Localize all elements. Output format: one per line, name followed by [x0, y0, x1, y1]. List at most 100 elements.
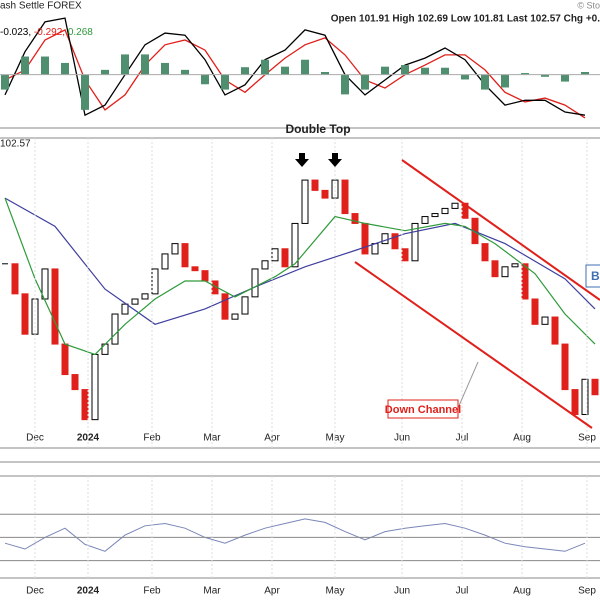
histogram-bar	[321, 72, 329, 75]
legend-entry: 0.268	[68, 27, 93, 38]
candle	[581, 378, 589, 415]
histogram-bar	[61, 62, 69, 75]
histogram-bar	[581, 72, 589, 75]
candle	[501, 266, 509, 278]
candle	[551, 316, 559, 345]
x-tick-label: Jul	[456, 586, 469, 597]
symbol: ash Settle FOREX	[0, 1, 82, 12]
candle	[411, 222, 419, 262]
histogram-bar	[501, 74, 509, 88]
callout-box	[585, 264, 600, 288]
histogram-bar	[41, 56, 49, 75]
candle	[151, 268, 159, 295]
candle	[511, 263, 519, 268]
channel-line	[401, 159, 600, 301]
histogram-bar	[201, 74, 209, 85]
quote: Open 101.91 High 102.69 Low 101.81 Last …	[331, 14, 600, 25]
candle	[301, 179, 309, 224]
histogram-bar	[181, 69, 189, 75]
histogram-bar	[141, 54, 149, 75]
callout-line	[457, 361, 479, 409]
candle	[541, 316, 549, 325]
x-tick-label: Aug	[513, 586, 531, 597]
candle	[201, 270, 209, 282]
candle	[431, 213, 439, 218]
candle	[251, 268, 259, 298]
histogram-bar	[381, 66, 389, 75]
candle	[231, 313, 239, 320]
candle	[31, 298, 39, 335]
annotation: Double Top	[285, 122, 350, 136]
annotation: B	[591, 269, 600, 283]
legend-entry: -0.023,	[0, 27, 31, 38]
channel-line	[354, 261, 593, 429]
histogram-bar	[561, 74, 569, 82]
callout-box	[387, 399, 459, 419]
candle	[161, 253, 169, 270]
x-tick-label: Feb	[143, 586, 161, 597]
x-tick-label: Apr	[264, 586, 280, 597]
candle	[171, 243, 179, 255]
histogram-bar	[81, 74, 89, 110]
histogram-bar	[221, 74, 229, 90]
histogram-bar	[281, 66, 289, 75]
histogram-bar	[101, 69, 109, 75]
candle	[311, 179, 319, 191]
candle	[241, 296, 249, 315]
candle	[11, 263, 19, 295]
candle	[341, 179, 349, 215]
candle	[111, 313, 119, 345]
histogram-bar	[521, 73, 529, 75]
candle	[71, 374, 79, 391]
arrow	[295, 153, 309, 167]
histogram-bar	[461, 74, 469, 80]
candle	[261, 260, 269, 270]
histogram-bar	[341, 74, 349, 95]
x-tick-label: May	[326, 586, 345, 597]
histogram-bar	[241, 67, 249, 75]
candle	[121, 303, 129, 315]
candle	[21, 293, 29, 335]
candle	[371, 243, 379, 255]
moving-average	[4, 197, 596, 325]
candle	[381, 233, 389, 245]
watermark: © Sto	[577, 0, 600, 10]
x-tick-label: Jun	[394, 586, 410, 597]
candle	[591, 378, 599, 396]
candle	[561, 343, 569, 391]
candle	[351, 213, 359, 224]
rsi-line	[4, 518, 586, 552]
histogram-bar	[121, 54, 129, 75]
x-tick-label: Mar	[203, 586, 221, 597]
histogram-bar	[161, 62, 169, 75]
macd-legend: -0.023, -0.292, 0.268	[0, 27, 93, 38]
legend-entry: -0.292,	[34, 27, 65, 38]
histogram-bar	[481, 74, 489, 90]
histogram-bar	[541, 74, 549, 77]
candle	[491, 260, 499, 278]
candle	[221, 293, 229, 320]
macd-line	[4, 28, 586, 119]
last-label: 102.57	[0, 139, 31, 150]
moving-average	[4, 197, 596, 356]
candle	[271, 248, 279, 262]
candle	[521, 263, 529, 300]
x-tick-label: 2024	[77, 586, 100, 597]
arrow	[328, 153, 342, 167]
candle	[131, 298, 139, 305]
candle	[451, 202, 459, 209]
x-tick-label: Sep	[578, 586, 596, 597]
histogram-bar	[1, 74, 9, 90]
candle	[91, 353, 99, 421]
candle	[571, 389, 579, 415]
candle	[481, 243, 489, 262]
candle	[321, 189, 329, 199]
histogram-bar	[421, 67, 429, 75]
candle	[81, 389, 89, 421]
candle	[291, 222, 299, 268]
x-tick-label: Dec	[26, 586, 44, 597]
candle	[61, 343, 69, 376]
histogram-bar	[21, 56, 29, 75]
